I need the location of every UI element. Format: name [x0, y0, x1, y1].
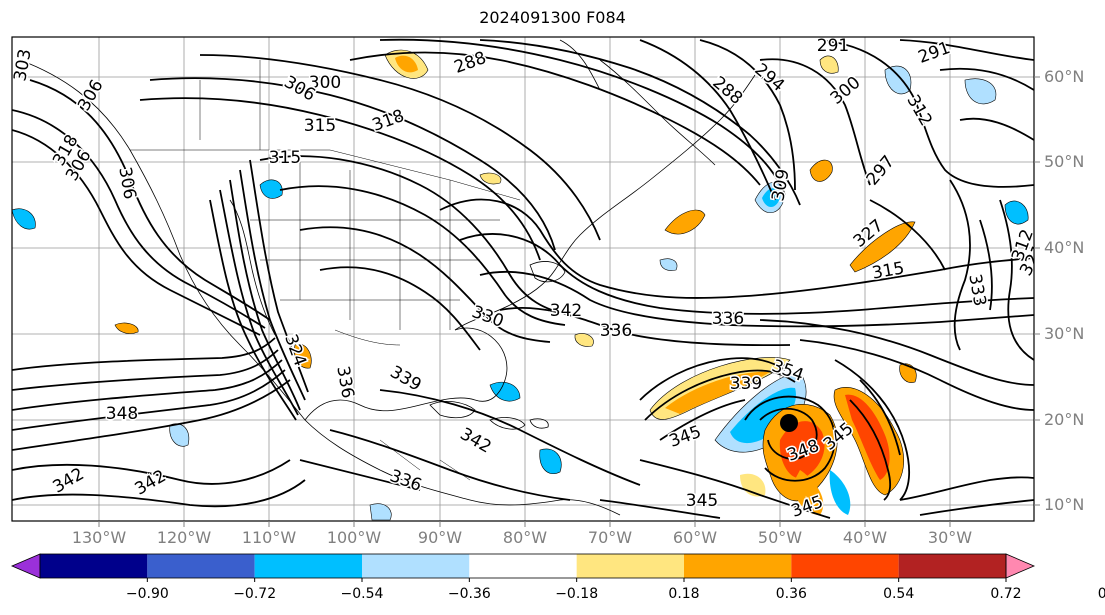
colorbar-swatch: [576, 554, 684, 578]
colorbar-swatch: [147, 554, 255, 578]
colorbar-swatch: [254, 554, 362, 578]
map-title: 2024091300 F084: [479, 8, 626, 27]
lon-label: 30°W: [927, 528, 973, 547]
contour-label: 303: [10, 47, 35, 82]
colorbar-swatch: [40, 554, 148, 578]
colorbar-tick-label: 0.72: [990, 586, 1022, 602]
contour-label: 315: [269, 148, 301, 168]
lon-label: 110°W: [241, 528, 297, 547]
colorbar-swatch: [684, 554, 792, 578]
map-frame: [11, 36, 1035, 522]
colorbar: [10, 553, 1036, 582]
contour-label: 291: [817, 36, 849, 56]
contour-label: 336: [600, 321, 632, 341]
lat-label: 30°N: [1044, 324, 1085, 343]
lat-label: 20°N: [1044, 410, 1085, 429]
contour-label: 339: [730, 374, 762, 394]
contour-label: 336: [712, 309, 744, 329]
colorbar-tick-label: −0.72: [233, 586, 277, 602]
colorbar-swatch: [10, 553, 41, 579]
colorbar-tick-label: 0.18: [668, 586, 700, 602]
lon-label: 130°W: [71, 528, 127, 547]
political-borders: [130, 60, 521, 481]
colorbar-swatch: [1005, 553, 1036, 579]
lat-ticks: [1034, 76, 1040, 506]
height-contours: [12, 38, 1034, 519]
lat-label: 10°N: [1044, 495, 1085, 514]
contour-label: 348: [106, 404, 138, 424]
lon-label: 60°W: [672, 528, 718, 547]
colorbar-swatch: [469, 554, 577, 578]
lon-label: 80°W: [502, 528, 548, 547]
lon-label: 120°W: [156, 528, 212, 547]
lat-label: 60°N: [1044, 67, 1085, 86]
contour-label: 300: [309, 73, 341, 93]
colorbar-swatch: [898, 554, 1006, 578]
colorbar-tick-label: 0.54: [883, 586, 915, 602]
shaded-anomaly-regions: [12, 49, 1029, 521]
lon-label: 90°W: [417, 528, 463, 547]
lon-ticks: [98, 521, 951, 527]
colorbar-swatch: [791, 554, 899, 578]
lon-label: 100°W: [326, 528, 382, 547]
lon-label: 70°W: [587, 528, 633, 547]
colorbar-tick-label: −0.36: [447, 586, 491, 602]
colorbar-tick-label: −0.18: [555, 586, 599, 602]
colorbar-tick-label: 0.90: [1097, 586, 1105, 602]
colorbar-swatch: [362, 554, 470, 578]
storm-center-marker: [780, 414, 798, 432]
colorbar-frame: [39, 553, 1007, 579]
contour-label: 345: [686, 491, 718, 511]
contour-label: 315: [304, 116, 336, 136]
colorbar-tick-label: 0.36: [775, 586, 807, 602]
lon-label: 40°W: [842, 528, 888, 547]
lat-label: 40°N: [1044, 238, 1085, 257]
colorbar-tick-label: −0.54: [340, 586, 384, 602]
colorbar-tick-label: −0.90: [125, 586, 169, 602]
lon-label: 50°W: [757, 528, 803, 547]
contour-label: 342: [550, 301, 582, 321]
lat-label: 50°N: [1044, 152, 1085, 171]
